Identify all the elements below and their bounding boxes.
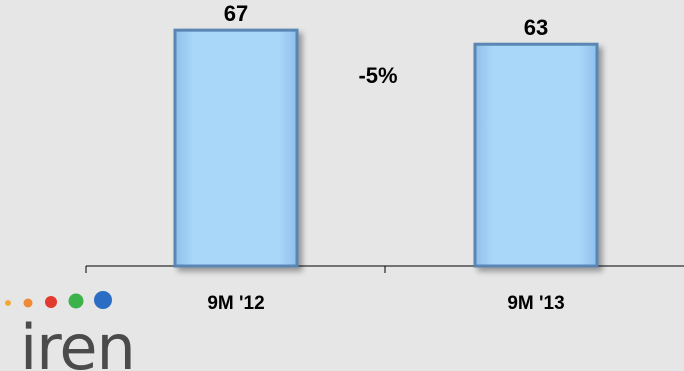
iren-logo: iren [5,291,136,371]
change-annotation: -5% [358,63,397,88]
bar-2 [473,42,599,268]
bar-1 [173,28,299,268]
x-tick-label: 9M '12 [207,293,264,314]
bar-value-label: 63 [524,15,548,40]
logo-dot [45,296,57,308]
logo-dot [5,300,11,306]
x-tick-label: 9M '13 [507,293,564,314]
bar-value-label: 67 [224,1,248,26]
logo-dot [23,298,33,308]
logo-dot [68,293,84,309]
logo-dot [94,291,112,309]
logo-wordmark: iren [20,311,135,371]
